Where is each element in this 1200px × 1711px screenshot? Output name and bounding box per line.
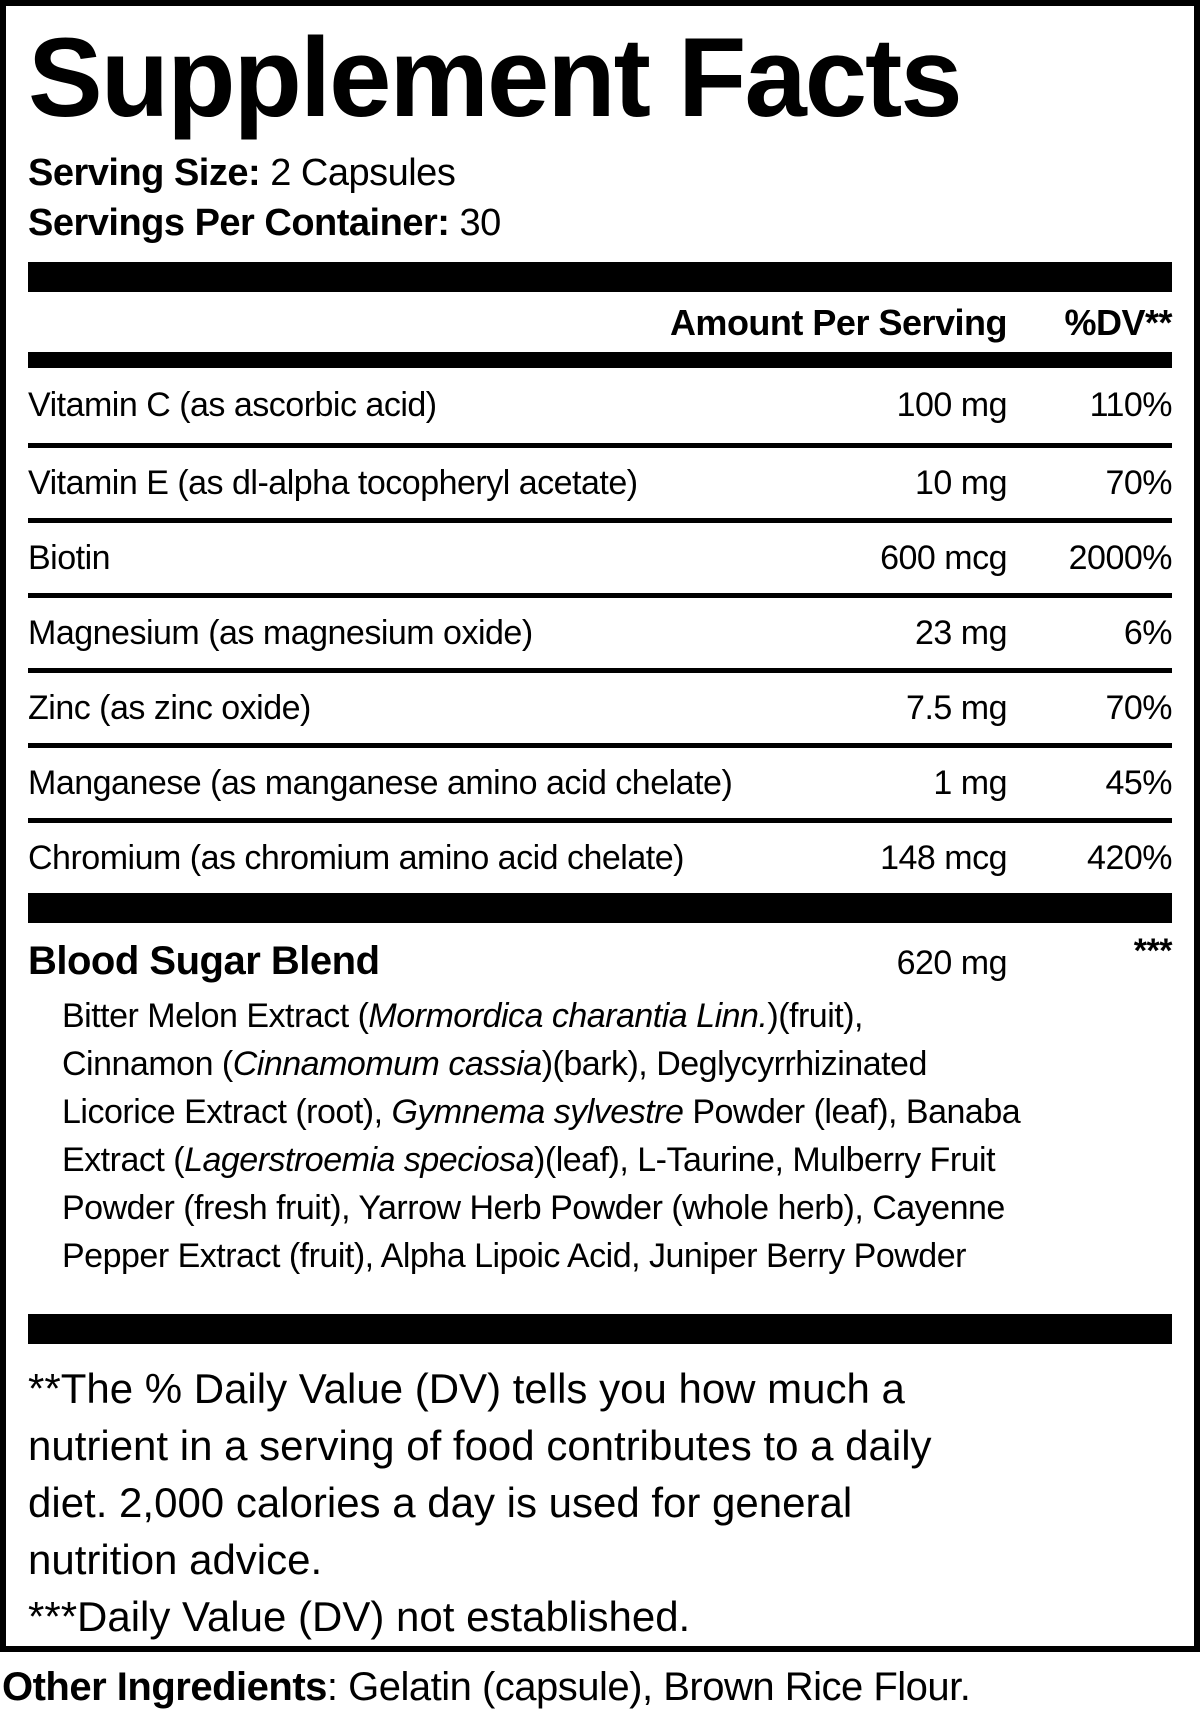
nutrient-row: Vitamin E (as dl-alpha tocopheryl acetat… xyxy=(28,443,1173,518)
nutrient-amount: 600 mcg xyxy=(880,538,1007,577)
nutrient-row: Magnesium (as magnesium oxide) 23 mg 6% xyxy=(28,593,1173,668)
ingredient-segment: )(fruit), Cinnamon ( xyxy=(62,997,863,1083)
blend-dv-asterisks: *** xyxy=(1133,932,1173,970)
servings-per-container-row: Servings Per Container: 30 xyxy=(28,198,1172,248)
column-header-row: Amount Per Serving %DV** xyxy=(28,292,1173,352)
nutrient-dv: 70% xyxy=(1105,688,1172,727)
blend-section-divider xyxy=(28,893,1172,923)
nutrient-amount: 100 mg xyxy=(896,386,1008,424)
ingredient-segment: Mormordica charantia Linn. xyxy=(368,997,768,1035)
nutrient-row: Biotin 600 mcg 2000% xyxy=(28,518,1173,593)
nutrient-row: Chromium (as chromium amino acid chelate… xyxy=(28,818,1173,893)
nutrient-name: Biotin xyxy=(28,538,111,577)
nutrient-amount: 23 mg xyxy=(915,613,1008,652)
nutrient-dv: 110% xyxy=(1089,386,1173,424)
percent-dv-header: %DV** xyxy=(1064,302,1172,343)
nutrient-dv: 45% xyxy=(1105,763,1172,802)
serving-size-row: Serving Size: 2 Capsules xyxy=(28,148,1172,198)
servings-per-container-label: Servings Per Container: xyxy=(28,202,450,244)
nutrient-name: Zinc (as zinc oxide) xyxy=(28,688,311,727)
nutrient-name: Magnesium (as magnesium oxide) xyxy=(28,613,533,652)
column-header-divider xyxy=(28,352,1172,368)
nutrient-amount: 7.5 mg xyxy=(906,688,1007,727)
divider-thick-top xyxy=(28,262,1172,292)
nutrient-dv: 70% xyxy=(1105,463,1172,502)
ingredient-segment: Bitter Melon Extract ( xyxy=(62,997,369,1035)
other-ingredients-label: Other Ingredients xyxy=(2,1665,327,1709)
nutrient-amount: 10 mg xyxy=(915,463,1008,502)
nutrient-table: Vitamin C (as ascorbic acid) 100 mg 110%… xyxy=(28,368,1173,893)
ingredient-segment: Powder (leaf), Banaba Extract ( xyxy=(62,1093,1021,1179)
nutrient-name: Manganese (as manganese amino acid chela… xyxy=(28,763,733,802)
dv-not-established-footnote: ***Daily Value (DV) not established. xyxy=(28,1593,691,1640)
blend-amount: 620 mg xyxy=(896,944,1008,982)
blend-header-row: Blood Sugar Blend 620 mg *** xyxy=(28,923,1173,988)
ingredient-segment: )(bark), Deglycyrrhizinated Licorice Ext… xyxy=(62,1045,927,1131)
nutrient-name: Chromium (as chromium amino acid chelate… xyxy=(28,838,684,877)
nutrient-name: Vitamin E (as dl-alpha tocopheryl acetat… xyxy=(28,463,638,502)
percent-dv-footnote: **The % Daily Value (DV) tells you how m… xyxy=(28,1365,932,1583)
other-ingredients-value: : Gelatin (capsule), Brown Rice Flour. xyxy=(326,1665,971,1709)
ingredient-segment: Lagerstroemia speciosa xyxy=(184,1141,535,1179)
nutrient-name: Vitamin C (as ascorbic acid) xyxy=(28,386,437,424)
footnote-divider xyxy=(28,1314,1172,1344)
nutrient-amount: 1 mg xyxy=(933,763,1007,802)
nutrient-row: Manganese (as manganese amino acid chela… xyxy=(28,743,1173,818)
other-ingredients-row: Other Ingredients: Gelatin (capsule), Br… xyxy=(2,1662,1200,1711)
nutrient-dv: 2000% xyxy=(1068,538,1173,577)
ingredient-segment: )(leaf), L-Taurine, Mulberry Fruit Powde… xyxy=(62,1141,1005,1275)
ingredient-segment: Gymnema sylvestre xyxy=(391,1093,684,1131)
serving-size-value: 2 Capsules xyxy=(270,152,456,194)
blend-name: Blood Sugar Blend xyxy=(28,939,380,983)
nutrient-row: Zinc (as zinc oxide) 7.5 mg 70% xyxy=(28,668,1173,743)
nutrient-dv: 420% xyxy=(1087,838,1172,877)
blend-ingredients-paragraph: Bitter Melon Extract (Mormordica charant… xyxy=(62,992,1172,1280)
supplement-facts-label: Supplement Facts Serving Size: 2 Capsule… xyxy=(0,0,1200,1652)
ingredient-segment: Cinnamomum cassia xyxy=(232,1045,542,1083)
nutrient-dv: 6% xyxy=(1123,613,1173,652)
nutrient-row: Vitamin C (as ascorbic acid) 100 mg 110% xyxy=(28,368,1173,443)
page-title: Supplement Facts xyxy=(28,15,963,140)
servings-per-container-value: 30 xyxy=(459,202,501,244)
nutrient-amount: 148 mcg xyxy=(880,838,1007,877)
serving-size-label: Serving Size: xyxy=(28,152,261,194)
amount-per-serving-header: Amount Per Serving xyxy=(669,302,1008,343)
